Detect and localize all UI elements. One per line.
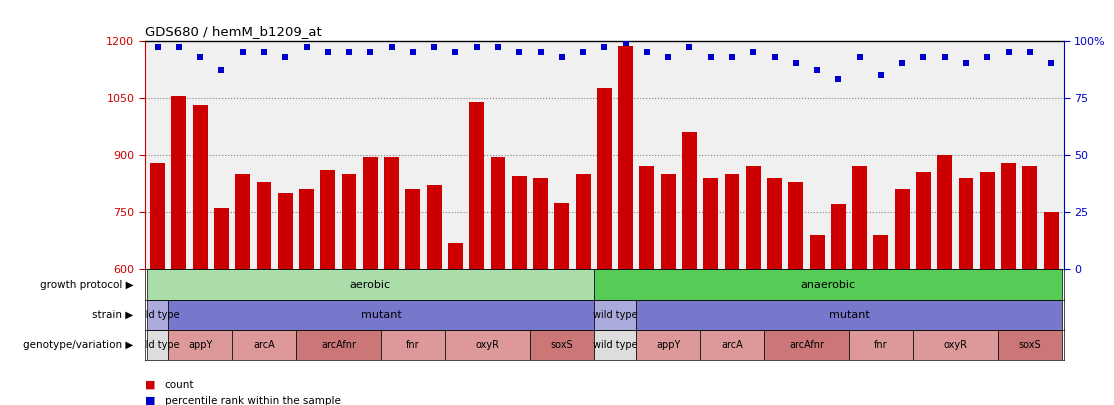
- Bar: [958, 178, 974, 269]
- Bar: [810, 235, 824, 269]
- Bar: [256, 181, 272, 269]
- Bar: [594, 330, 636, 360]
- Text: oxyR: oxyR: [476, 340, 499, 350]
- Bar: [1001, 162, 1016, 269]
- Bar: [168, 330, 232, 360]
- Bar: [831, 205, 846, 269]
- Bar: [916, 172, 931, 269]
- Bar: [594, 269, 1062, 300]
- Bar: [444, 330, 530, 360]
- Bar: [618, 46, 633, 269]
- Bar: [150, 162, 165, 269]
- Bar: [490, 157, 506, 269]
- Bar: [363, 157, 378, 269]
- Text: count: count: [165, 380, 194, 390]
- Bar: [342, 174, 356, 269]
- Text: ■: ■: [145, 396, 159, 405]
- Bar: [576, 174, 590, 269]
- Bar: [427, 185, 441, 269]
- Bar: [384, 157, 399, 269]
- Text: fnr: fnr: [407, 340, 420, 350]
- Bar: [405, 189, 420, 269]
- Bar: [639, 166, 654, 269]
- Bar: [235, 174, 251, 269]
- Bar: [381, 330, 444, 360]
- Text: wild type: wild type: [593, 340, 637, 350]
- Text: wild type: wild type: [135, 310, 179, 320]
- Bar: [147, 269, 594, 300]
- Bar: [1044, 212, 1058, 269]
- Bar: [768, 178, 782, 269]
- Bar: [193, 105, 207, 269]
- Text: soxS: soxS: [550, 340, 573, 350]
- Bar: [849, 330, 912, 360]
- Bar: [469, 102, 485, 269]
- Bar: [745, 166, 761, 269]
- Text: arcA: arcA: [721, 340, 743, 350]
- Bar: [764, 330, 849, 360]
- Bar: [700, 330, 764, 360]
- Bar: [682, 132, 697, 269]
- Bar: [661, 174, 675, 269]
- Text: growth protocol ▶: growth protocol ▶: [40, 279, 134, 290]
- Text: arcA: arcA: [253, 340, 275, 350]
- Text: arcAfnr: arcAfnr: [321, 340, 355, 350]
- Text: fnr: fnr: [874, 340, 888, 350]
- Bar: [168, 300, 594, 330]
- Bar: [852, 166, 867, 269]
- Bar: [534, 178, 548, 269]
- Text: GDS680 / hemM_b1209_at: GDS680 / hemM_b1209_at: [145, 25, 322, 38]
- Bar: [530, 330, 594, 360]
- Text: mutant: mutant: [829, 310, 869, 320]
- Bar: [895, 189, 910, 269]
- Bar: [912, 330, 998, 360]
- Text: arcAfnr: arcAfnr: [789, 340, 824, 350]
- Text: aerobic: aerobic: [350, 279, 391, 290]
- Bar: [789, 181, 803, 269]
- Bar: [299, 189, 314, 269]
- Bar: [937, 155, 952, 269]
- Bar: [703, 178, 719, 269]
- Text: genotype/variation ▶: genotype/variation ▶: [23, 340, 134, 350]
- Bar: [296, 330, 381, 360]
- Text: anaerobic: anaerobic: [800, 279, 856, 290]
- Bar: [147, 300, 168, 330]
- Bar: [321, 170, 335, 269]
- Text: oxyR: oxyR: [944, 340, 967, 350]
- Bar: [147, 330, 168, 360]
- Text: soxS: soxS: [1018, 340, 1042, 350]
- Text: appY: appY: [188, 340, 213, 350]
- Bar: [448, 243, 463, 269]
- Bar: [232, 330, 296, 360]
- Bar: [636, 330, 700, 360]
- Text: mutant: mutant: [361, 310, 401, 320]
- Bar: [980, 172, 995, 269]
- Text: ■: ■: [145, 380, 159, 390]
- Bar: [511, 176, 527, 269]
- Text: wild type: wild type: [135, 340, 179, 350]
- Bar: [555, 202, 569, 269]
- Bar: [277, 193, 293, 269]
- Text: appY: appY: [656, 340, 681, 350]
- Bar: [636, 300, 1062, 330]
- Text: strain ▶: strain ▶: [92, 310, 134, 320]
- Bar: [594, 300, 636, 330]
- Bar: [1023, 166, 1037, 269]
- Bar: [597, 88, 612, 269]
- Bar: [873, 235, 888, 269]
- Bar: [998, 330, 1062, 360]
- Bar: [214, 208, 228, 269]
- Text: percentile rank within the sample: percentile rank within the sample: [165, 396, 341, 405]
- Bar: [724, 174, 740, 269]
- Text: wild type: wild type: [593, 310, 637, 320]
- Bar: [172, 96, 186, 269]
